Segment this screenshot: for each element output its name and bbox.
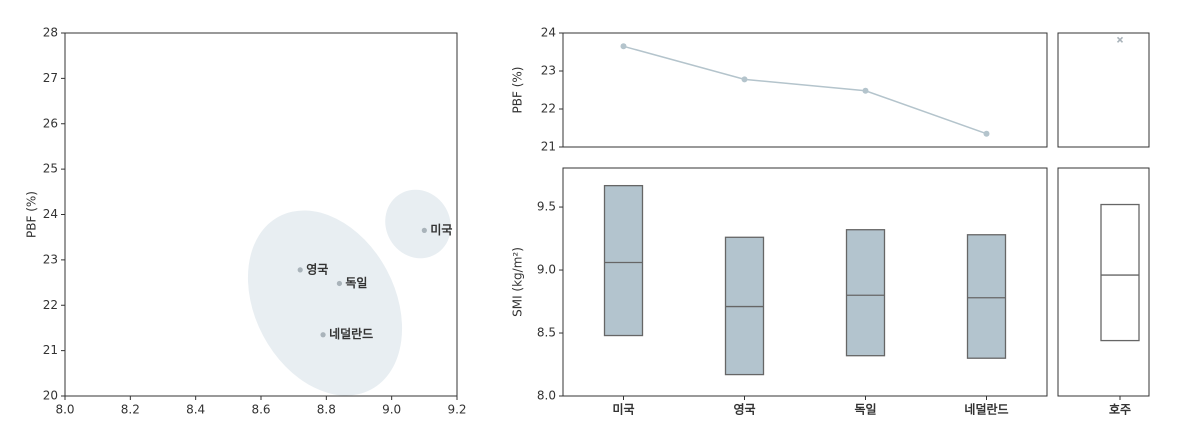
y-tick-label: 21 bbox=[43, 343, 58, 357]
y-tick-label: 21 bbox=[541, 140, 556, 154]
line bbox=[623, 45, 987, 135]
point-label: 미국 bbox=[430, 222, 452, 237]
x-tick-label: 8.4 bbox=[186, 403, 205, 417]
plot-frame bbox=[1057, 167, 1150, 397]
x-tick-label: 미국 bbox=[612, 402, 634, 417]
y-tick-label: 24 bbox=[541, 26, 556, 40]
y-tick-label: 20 bbox=[43, 389, 58, 403]
y-axis-label: PBF (%) bbox=[511, 67, 525, 114]
y-tick-label: 27 bbox=[43, 71, 58, 85]
y-tick-label: 23 bbox=[43, 252, 58, 266]
y-tick-label: 26 bbox=[43, 116, 58, 130]
plot-frame bbox=[562, 32, 1048, 148]
y-tick-label: 8.5 bbox=[537, 326, 556, 340]
point bbox=[620, 43, 627, 50]
y-tick-label: 9.5 bbox=[537, 200, 556, 214]
y-axis-label: PBF (%) bbox=[25, 191, 39, 238]
plot-frame bbox=[1057, 32, 1150, 148]
point bbox=[320, 332, 326, 338]
point-label: 영국 bbox=[306, 261, 328, 276]
plot-frame bbox=[562, 167, 1048, 397]
y-tick-label: 25 bbox=[43, 162, 58, 176]
y-tick-label: 22 bbox=[541, 102, 556, 116]
point bbox=[741, 76, 748, 83]
point bbox=[297, 267, 303, 273]
point bbox=[336, 280, 342, 287]
cluster-ellipse bbox=[385, 189, 451, 259]
point-label: 독일 bbox=[345, 276, 367, 290]
y-tick-label: 23 bbox=[541, 64, 556, 78]
point bbox=[862, 87, 869, 94]
point bbox=[421, 227, 427, 233]
y-tick-label: 24 bbox=[43, 207, 58, 221]
point bbox=[983, 130, 990, 137]
y-tick-label: 9.0 bbox=[537, 263, 556, 277]
cluster-ellipse bbox=[247, 210, 403, 396]
y-axis-label: SMI (kg/m²) bbox=[511, 247, 525, 317]
x-tick-label: 8.0 bbox=[55, 403, 74, 417]
box bbox=[603, 184, 644, 337]
box bbox=[845, 229, 886, 357]
x-tick-label: 9.2 bbox=[447, 403, 466, 417]
box bbox=[966, 234, 1007, 359]
x-tick-label: 8.6 bbox=[251, 403, 270, 417]
x-marker bbox=[1116, 36, 1124, 43]
y-tick-label: 22 bbox=[43, 298, 58, 312]
x-tick-label: 호주 bbox=[1109, 403, 1131, 417]
x-tick-label: 8.2 bbox=[121, 403, 140, 417]
x-tick-label: 영국 bbox=[733, 402, 755, 417]
box bbox=[1100, 203, 1140, 342]
x-tick-label: 9.0 bbox=[382, 403, 401, 417]
x-tick-label: 8.8 bbox=[317, 403, 336, 417]
point-label: 네덜란드 bbox=[329, 326, 373, 341]
x-tick-label: 독일 bbox=[854, 403, 876, 417]
x-tick-label: 네덜란드 bbox=[964, 402, 1008, 417]
y-tick-label: 28 bbox=[43, 26, 58, 40]
y-tick-label: 8.0 bbox=[537, 389, 556, 403]
